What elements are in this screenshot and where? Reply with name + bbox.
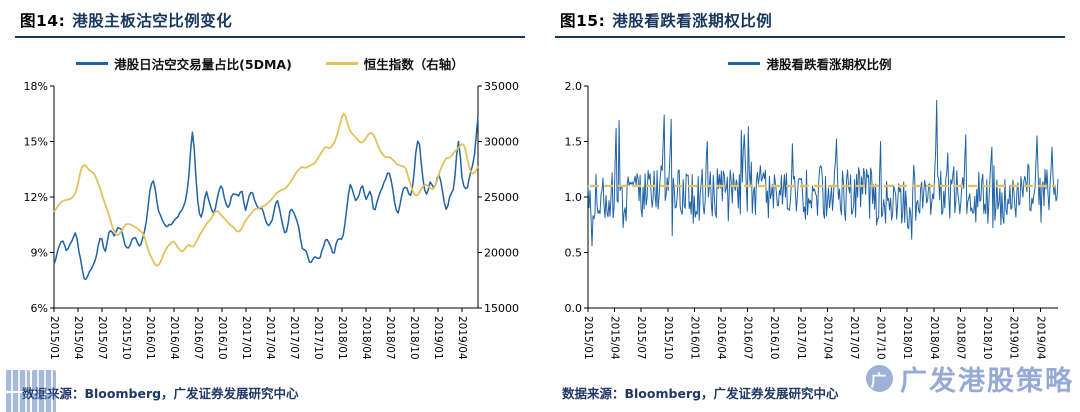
x-axis-tick-label: 2017/10 [875, 316, 887, 360]
legend-label: 恒生指数（右轴） [363, 57, 464, 72]
left-axis-tick-label: 1.5 [565, 135, 583, 148]
legend-label: 港股看跌看涨期权比例 [766, 57, 892, 72]
right-axis-tick-label: 20000 [484, 246, 519, 259]
x-axis-tick-label: 2016/04 [715, 316, 727, 360]
figure-15-title-row: 图15: 港股看跌看涨期权比例 [540, 0, 1080, 31]
figure-14-legend: 港股日沽空交易量占比(5DMA) 恒生指数（右轴） [0, 54, 540, 73]
x-axis-tick-label: 2015/07 [635, 316, 647, 360]
x-axis-tick-label: 2017/01 [795, 316, 807, 360]
x-axis-tick-label: 2016/10 [768, 316, 780, 360]
figure-15-number: 图15: [560, 12, 606, 30]
series-line-0 [53, 116, 479, 281]
logo-stamp-block [32, 393, 56, 412]
series-line-0 [587, 99, 1059, 247]
figure-14-number: 图14: [20, 12, 66, 30]
x-axis-tick-label: 2018/01 [901, 316, 913, 360]
x-axis-tick-label: 2015/01 [48, 316, 60, 360]
figure-14-panel: 图14: 港股主板沽空比例变化 港股日沽空交易量占比(5DMA) 恒生指数（右轴） … [0, 0, 540, 401]
x-axis-tick-label: 2016/01 [688, 316, 700, 360]
figure-14-title: 港股主板沽空比例变化 [72, 12, 233, 30]
legend-item: 港股看跌看涨期权比例 [728, 54, 892, 73]
logo-stamp-block [6, 393, 30, 412]
logo-stamp-block [6, 370, 30, 391]
legend-item: 恒生指数（右轴） [325, 54, 464, 73]
x-axis-tick-label: 2016/07 [742, 316, 754, 360]
gf-strategy-watermark-text: 广发港股策略 [900, 366, 1074, 397]
x-axis-tick-label: 2015/01 [582, 316, 594, 360]
x-axis-tick-label: 2018/04 [360, 316, 372, 360]
figure-15-title-underline [555, 36, 1065, 38]
axes: 6% 9% 12% 15% 18% 15000 20000 25000 30000 35000 20… [24, 80, 519, 360]
x-axis-tick-label: 2016/04 [168, 316, 180, 360]
figure-14-title-underline [15, 36, 525, 38]
legend-line-sample [76, 62, 109, 65]
gf-logo-icon: 广 [866, 365, 893, 392]
x-axis-tick-label: 2017/04 [264, 316, 276, 360]
x-axis-tick-label: 2017/01 [240, 316, 252, 360]
x-axis-tick-label: 2017/07 [288, 316, 300, 360]
x-axis-tick-label: 2015/07 [96, 316, 108, 360]
right-axis-tick-label: 35000 [484, 80, 519, 93]
right-axis-tick-label: 25000 [484, 191, 519, 204]
left-axis-tick-label: 0.5 [565, 246, 583, 259]
left-axis-tick-label: 2.0 [565, 80, 583, 93]
put-call-ratio-chart: 0.0 0.5 1.0 1.5 2.0 2015/01 2015/04 2015/07 2015… [565, 80, 1059, 360]
x-axis-tick-label: 2015/10 [120, 316, 132, 360]
figure-15-legend: 港股看跌看涨期权比例 [540, 54, 1080, 73]
x-axis-tick-label: 2016/07 [192, 316, 204, 360]
logo-stamp-block [32, 370, 56, 391]
x-axis-tick-label: 2018/10 [408, 316, 420, 360]
figure-15-panel: 图15: 港股看跌看涨期权比例 港股看跌看涨期权比例 0.0 0.5 1.0 1.5 2.… [540, 0, 1080, 412]
x-axis-tick-label: 2018/07 [954, 316, 966, 360]
x-axis-tick-label: 2019/01 [1008, 316, 1020, 360]
x-axis-tick-label: 2016/10 [216, 316, 228, 360]
left-axis-tick-label: 9% [31, 246, 48, 259]
x-axis-tick-label: 2015/04 [609, 316, 621, 360]
left-axis-tick-label: 6% [31, 302, 48, 315]
x-axis-tick-label: 2019/04 [1034, 316, 1046, 360]
right-axis-tick-label: 15000 [484, 302, 519, 315]
x-axis-tick-label: 2018/07 [384, 316, 396, 360]
x-axis-tick-label: 2017/07 [848, 316, 860, 360]
legend-item: 港股日沽空交易量占比(5DMA) [76, 54, 292, 73]
legend-label: 港股日沽空交易量占比(5DMA) [114, 57, 292, 72]
axes: 0.0 0.5 1.0 1.5 2.0 2015/01 2015/04 2015/07 2015… [565, 80, 1058, 360]
left-axis-tick-label: 15% [24, 135, 48, 148]
left-axis-tick-label: 18% [24, 80, 48, 93]
x-axis-tick-label: 2017/04 [821, 316, 833, 360]
series-line-1 [53, 112, 479, 267]
x-axis-tick-label: 2019/01 [432, 316, 444, 360]
left-axis-tick-label: 1.0 [565, 191, 583, 204]
x-axis-tick-label: 2015/10 [662, 316, 674, 360]
right-axis-tick-label: 30000 [484, 135, 519, 148]
x-axis-tick-label: 2019/04 [456, 316, 468, 360]
legend-line-sample [728, 62, 761, 65]
short-selling-ratio-chart: 6% 9% 12% 15% 18% 15000 20000 25000 30000 35000 20… [24, 80, 519, 360]
gf-logo-stamp-watermark [6, 370, 56, 412]
x-axis-tick-label: 2017/10 [312, 316, 324, 360]
gf-strategy-watermark: 广 广发港股策略 [866, 359, 1074, 398]
x-axis-tick-label: 2018/10 [981, 316, 993, 360]
x-axis-tick-label: 2015/04 [72, 316, 84, 360]
left-axis-tick-label: 0.0 [565, 302, 583, 315]
x-axis-tick-label: 2018/01 [336, 316, 348, 360]
figure-14-data-source: 数据来源：Bloomberg，广发证券发展研究中心 [22, 386, 299, 401]
figure-15-title: 港股看跌看涨期权比例 [612, 12, 773, 30]
x-axis-tick-label: 2016/01 [144, 316, 156, 360]
figure-15-data-source: 数据来源：Bloomberg，广发证券发展研究中心 [562, 386, 839, 401]
figure-14-title-row: 图14: 港股主板沽空比例变化 [0, 0, 540, 31]
left-axis-tick-label: 12% [24, 191, 48, 204]
x-axis-tick-label: 2018/04 [928, 316, 940, 360]
legend-line-sample [325, 62, 358, 65]
